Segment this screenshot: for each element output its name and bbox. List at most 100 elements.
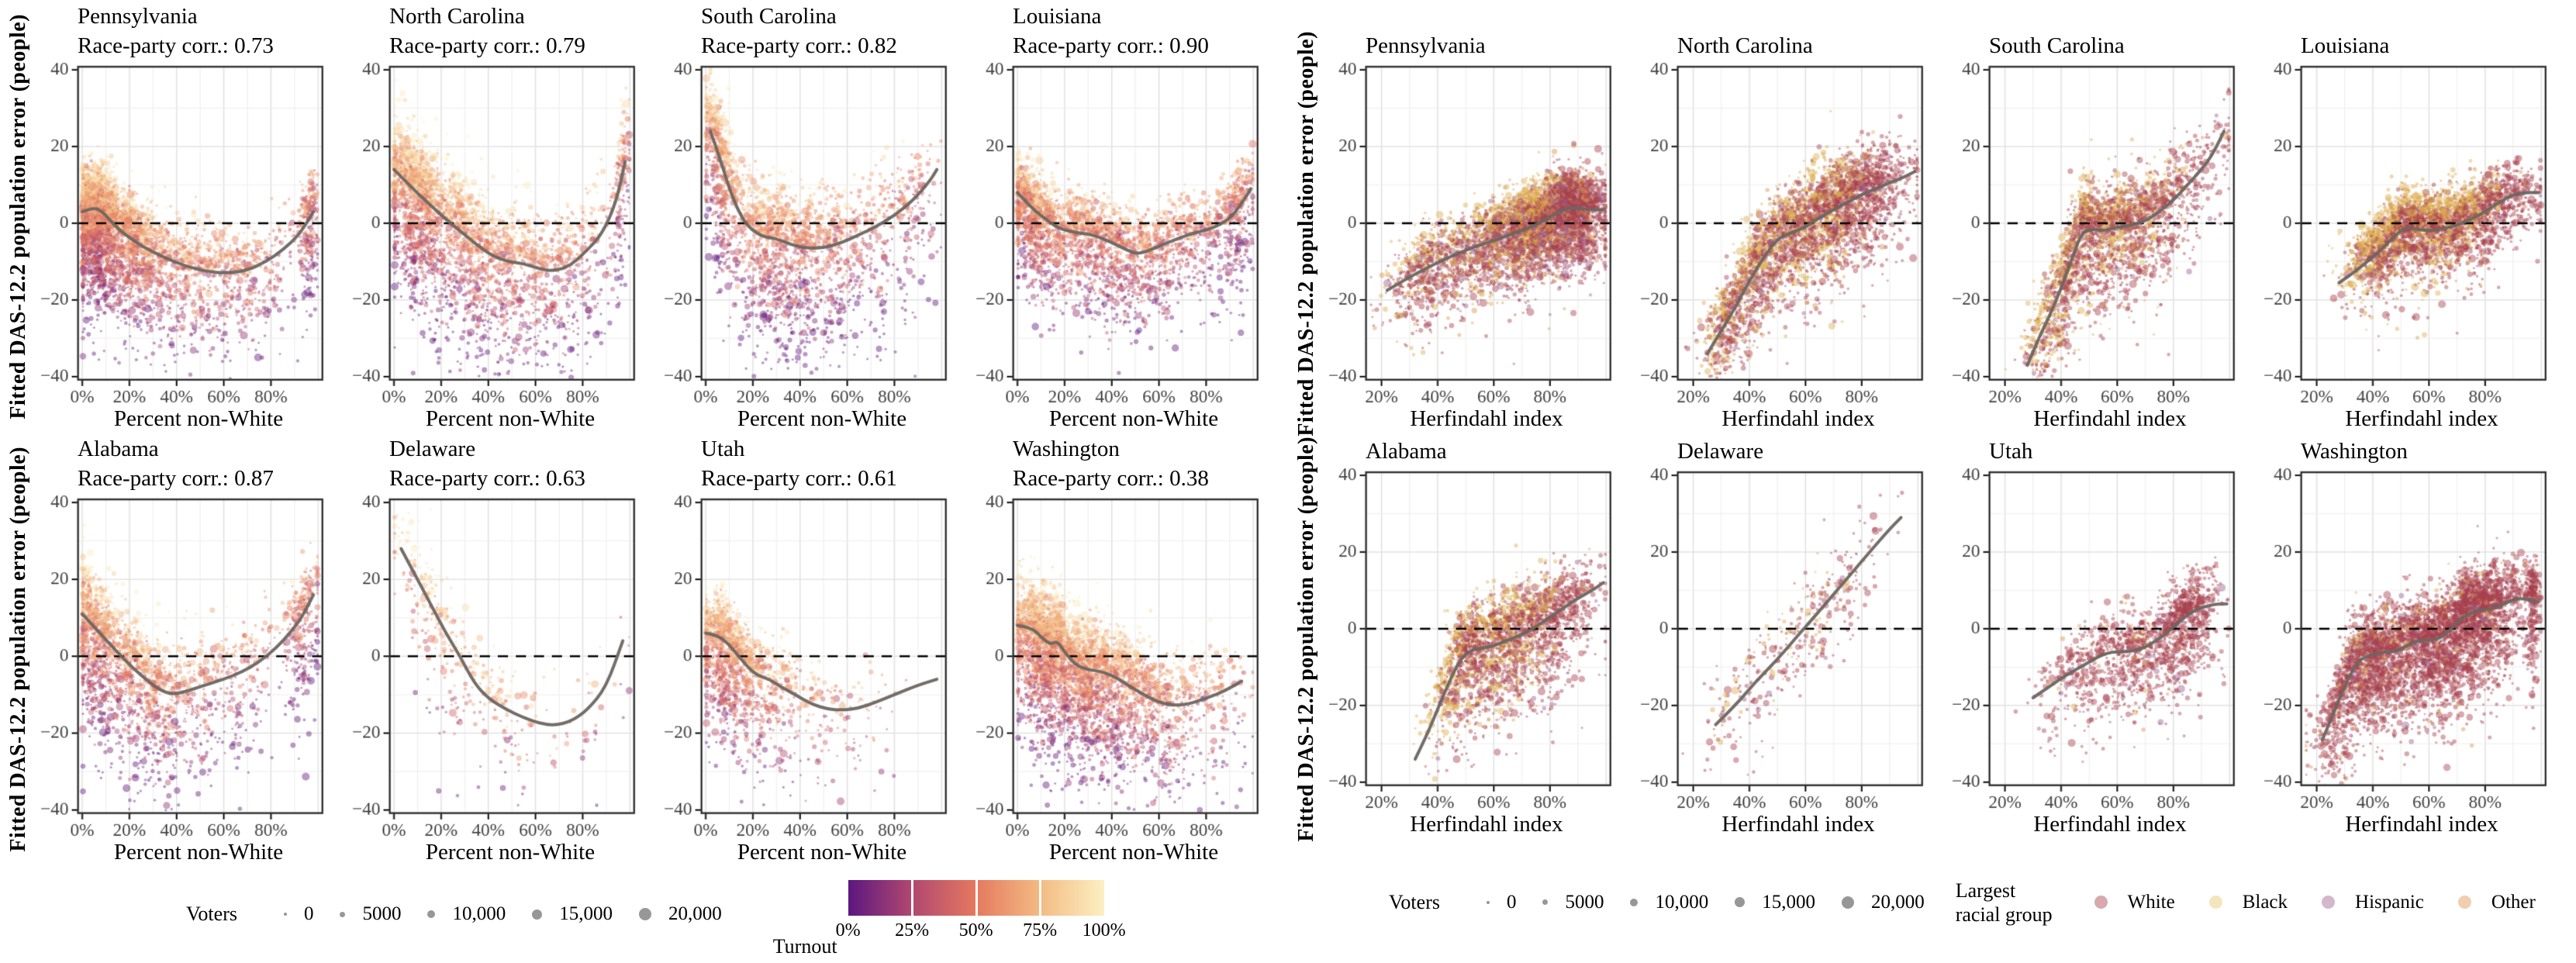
colorbar-notch [975, 880, 978, 916]
subplot-title: South Carolina [701, 4, 837, 29]
x-axis-label: Percent non-White [737, 406, 907, 432]
scatter-plot-canvas [33, 62, 344, 407]
x-axis-label: Herfindahl index [1410, 406, 1563, 432]
size-dot-icon [1735, 897, 1746, 908]
voters-size-legend: 0 5000 10,000 15,000 20,000 [1460, 892, 1925, 913]
subplot-title: South Carolina [1989, 33, 2125, 58]
scatter-plot-canvas [344, 495, 656, 840]
subplot-utah-race: Utah Race-party corr.: 0.61 Percent non-Wh… [656, 433, 968, 865]
scatter-plot-canvas [656, 495, 968, 840]
scatter-plot-canvas [1944, 62, 2256, 407]
size-label: 20,000 [1870, 891, 1925, 913]
panel-row: Fitted DAS-12.2 population error (people… [0, 0, 1288, 433]
size-dot-icon [340, 911, 346, 917]
subplot-title: Delaware [389, 437, 476, 462]
racial-group-title-line1: Largest [1955, 878, 2016, 902]
scatter-plot-canvas [656, 62, 968, 407]
x-axis-label: Herfindahl index [1410, 812, 1563, 837]
colorbar-tick-label: 0% [835, 920, 861, 941]
scatter-plot-canvas [2256, 467, 2567, 813]
x-axis-label: Percent non-White [1048, 839, 1219, 865]
subplot-title: Washington [2301, 438, 2408, 464]
subplot-louisiana-herfindahl: Louisiana Herfindahl index [2256, 31, 2567, 437]
size-dot-icon [532, 909, 543, 920]
size-dot-icon [427, 910, 436, 919]
size-dot-icon [1486, 900, 1490, 904]
voters-size-entry: 15,000 [506, 903, 613, 925]
racial-group-title-line2: racial group [1955, 903, 2053, 926]
x-axis-label: Percent non-White [113, 406, 284, 432]
group-color-dot-icon [2094, 896, 2108, 910]
group-color-dot-icon [2457, 896, 2471, 910]
scatter-plot-canvas [2256, 62, 2567, 407]
size-label: 15,000 [559, 903, 613, 925]
subplot-title: Pennsylvania [78, 4, 198, 29]
size-label: 10,000 [1655, 891, 1709, 913]
subplot-alabama-race: Alabama Race-party corr.: 0.87 Percent non… [33, 433, 344, 865]
colorbar-notch [1039, 880, 1042, 916]
voters-size-legend: 0 5000 10,000 15,000 20,000 [257, 903, 722, 925]
legend-right: Voters 0 5000 10,000 15,000 20,000 Largest r… [1288, 841, 2576, 963]
racial-group-legend-title: Largest racial group [1956, 878, 2053, 927]
size-label: 0 [1506, 891, 1517, 913]
colorbar-tick-label: 75% [1023, 920, 1058, 941]
subplot-title: Utah [1989, 438, 2033, 464]
subplot-subtitle-race-party-corr: Race-party corr.: 0.90 [1013, 33, 1209, 58]
voters-size-entry: 10,000 [401, 903, 506, 925]
voters-size-entry: 0 [257, 903, 314, 925]
group-label: Black [2242, 891, 2288, 913]
x-axis-label: Percent non-White [425, 839, 596, 865]
subplot-subtitle-race-party-corr: Race-party corr.: 0.61 [701, 466, 897, 492]
scatter-plot-canvas [1944, 467, 2256, 813]
y-axis-label: Fitted DAS-12.2 population error (people… [6, 447, 30, 852]
size-dot-icon [1542, 899, 1549, 906]
subplot-title: North Carolina [389, 4, 525, 29]
voters-legend-title: Voters [186, 903, 237, 926]
voters-size-entry: 10,000 [1604, 892, 1708, 913]
size-dot-icon [283, 913, 287, 916]
subplot-subtitle-race-party-corr: Race-party corr.: 0.73 [78, 33, 274, 58]
racial-group-entry: Other [2424, 892, 2536, 913]
subplot-subtitle-race-party-corr: Race-party corr.: 0.79 [389, 33, 585, 58]
subplot-title: Alabama [1366, 438, 1447, 464]
subplot-subtitle-race-party-corr: Race-party corr.: 0.38 [1013, 466, 1209, 492]
scatter-plot-canvas [1632, 62, 1944, 407]
racial-group-entry: White [2060, 892, 2175, 913]
panel-percent-nonwhite: Fitted DAS-12.2 population error (people… [0, 0, 1288, 958]
colorbar-tick-label: 25% [895, 920, 930, 941]
y-axis-label: Fitted DAS-12.2 population error (people… [6, 13, 30, 419]
size-label: 0 [303, 903, 314, 925]
subplot-pennsylvania-race: Pennsylvania Race-party corr.: 0.73 Percen… [33, 0, 344, 433]
subplot-subtitle-race-party-corr: Race-party corr.: 0.82 [701, 33, 897, 58]
scatter-plot-canvas [1321, 467, 1632, 813]
panel-herfindahl: Fitted DAS-12.2 population error (people… [1288, 0, 2576, 963]
colorbar-tick-label: 100% [1082, 920, 1126, 941]
colorbar-notch [911, 880, 914, 916]
racial-group-entry: Black [2175, 892, 2288, 913]
x-axis-label: Percent non-White [113, 839, 284, 865]
subplot-south-carolina-herfindahl: South Carolina Herfindahl index [1944, 31, 2256, 437]
group-label: Other [2491, 891, 2536, 913]
voters-size-entry: 5000 [1516, 892, 1604, 913]
y-axis-label: Fitted DAS-12.2 population error (people… [1294, 31, 1318, 437]
subplot-alabama-herfindahl: Alabama Herfindahl index [1321, 437, 1632, 842]
x-axis-label: Percent non-White [737, 839, 907, 865]
group-label: White [2127, 891, 2175, 913]
x-axis-label: Herfindahl index [2345, 812, 2498, 837]
x-axis-label: Herfindahl index [1721, 406, 1875, 432]
scatter-plot-canvas [1632, 467, 1944, 813]
scatter-plot-canvas [968, 495, 1279, 840]
x-axis-label: Herfindahl index [2345, 406, 2498, 432]
subplot-north-carolina-race: North Carolina Race-party corr.: 0.79 Perc… [344, 0, 656, 433]
x-axis-label: Herfindahl index [2033, 406, 2187, 432]
voters-legend-title: Voters [1389, 890, 1440, 913]
subplot-south-carolina-race: South Carolina Race-party corr.: 0.82 Perc… [656, 0, 968, 433]
subplot-title: Louisiana [2301, 33, 2390, 58]
voters-size-entry: 20,000 [613, 903, 722, 925]
size-label: 5000 [362, 903, 402, 925]
racial-group-entry: Hispanic [2288, 892, 2424, 913]
size-label: 5000 [1565, 891, 1604, 913]
x-axis-label: Percent non-White [425, 406, 596, 432]
subplot-title: Delaware [1677, 438, 1764, 464]
